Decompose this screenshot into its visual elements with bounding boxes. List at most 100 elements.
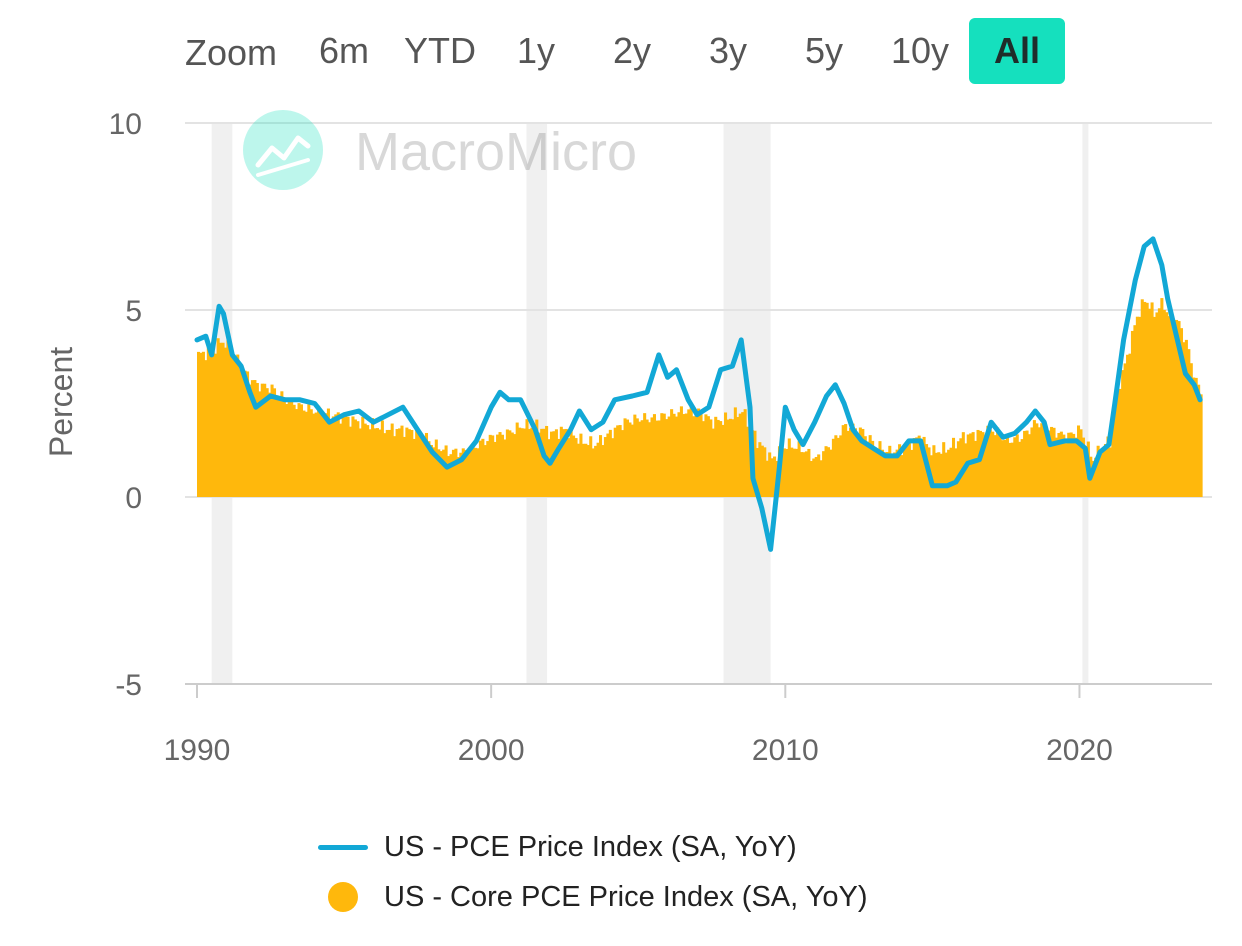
core-pce-bar — [741, 412, 745, 497]
core-pce-bar — [594, 445, 598, 497]
core-pce-bar — [907, 440, 911, 497]
core-pce-bar — [652, 414, 656, 497]
core-pce-bar — [1150, 302, 1154, 497]
core-pce-bar — [1010, 442, 1014, 497]
core-pce-bar — [954, 448, 958, 497]
core-pce-bar — [1175, 319, 1179, 497]
core-pce-bar — [527, 429, 531, 497]
core-pce-series — [197, 298, 1203, 497]
core-pce-bar — [1067, 432, 1071, 497]
core-pce-bar — [1057, 432, 1061, 497]
core-pce-bar — [765, 460, 769, 497]
core-pce-bar — [275, 395, 279, 497]
core-pce-bar — [1008, 442, 1012, 497]
core-pce-bar — [692, 416, 696, 497]
core-pce-bar — [768, 452, 772, 497]
core-pce-bar — [530, 427, 534, 497]
core-pce-bar — [498, 432, 502, 497]
core-pce-bar — [589, 436, 593, 497]
core-pce-bar — [863, 436, 867, 497]
core-pce-bar — [687, 409, 691, 497]
core-pce-bar — [572, 435, 576, 497]
core-pce-bar — [265, 388, 269, 497]
zoom-10y-button[interactable]: 10y — [890, 30, 950, 71]
core-pce-bar — [888, 445, 892, 497]
y-tick-label: 0 — [125, 482, 142, 515]
core-pce-bar — [1059, 431, 1063, 497]
zoom-5y-button[interactable]: 5y — [804, 30, 844, 71]
core-pce-bar — [988, 429, 992, 497]
core-pce-bar — [822, 451, 826, 497]
core-pce-bar — [1118, 388, 1122, 497]
core-pce-bar — [670, 409, 674, 497]
core-pce-bar — [390, 423, 394, 497]
zoom-ytd-button[interactable]: YTD — [404, 30, 476, 71]
core-pce-bar — [346, 416, 350, 497]
core-pce-bar — [657, 420, 661, 497]
core-pce-bar — [603, 437, 607, 497]
zoom-6m-button[interactable]: 6m — [318, 30, 369, 71]
core-pce-bar — [1160, 298, 1164, 497]
core-pce-bar — [481, 438, 485, 497]
pce-series — [194, 236, 1203, 552]
core-pce-bar — [902, 447, 907, 497]
core-pce-bar — [1126, 354, 1130, 497]
core-pce-bar — [773, 456, 777, 497]
core-pce-bar — [486, 441, 490, 497]
core-pce-bar — [395, 429, 399, 497]
core-pce-bar — [694, 411, 698, 497]
core-pce-bar — [246, 371, 250, 497]
zoom-all-button[interactable]: All — [969, 18, 1065, 84]
core-pce-bar — [456, 457, 460, 497]
core-pce-bar — [576, 443, 580, 497]
core-pce-bar — [797, 441, 801, 497]
core-pce-bar — [523, 428, 527, 497]
core-pce-bar — [1111, 424, 1115, 497]
legend-dot-icon — [328, 882, 358, 912]
core-pce-bar — [547, 439, 551, 497]
legend-item-pce[interactable]: US - PCE Price Index (SA, YoY) — [318, 822, 868, 872]
core-pce-bar — [1157, 308, 1161, 497]
core-pce-bar — [268, 392, 272, 497]
core-pce-bar — [814, 456, 818, 497]
zoom-2y-button[interactable]: 2y — [612, 30, 652, 71]
core-pce-bar — [1025, 430, 1029, 497]
core-pce-bar — [1032, 420, 1036, 497]
legend-item-core-pce[interactable]: US - Core PCE Price Index (SA, YoY) — [318, 872, 868, 922]
core-pce-bar — [1106, 436, 1110, 497]
core-pce-bar — [724, 412, 728, 497]
core-pce-bar — [672, 413, 676, 497]
core-pce-bar — [726, 419, 730, 497]
zoom-3y-button[interactable]: 3y — [708, 30, 748, 71]
core-pce-bar — [496, 434, 500, 497]
core-pce-bar — [1162, 310, 1166, 497]
core-pce-bar — [559, 426, 563, 497]
core-pce-bar — [567, 438, 571, 497]
core-pce-bar — [447, 456, 451, 497]
watermark-text: MacroMicro — [355, 122, 637, 182]
core-pce-bar — [201, 351, 205, 497]
core-pce-bar — [505, 429, 509, 497]
core-pce-bar — [1179, 328, 1184, 497]
core-pce-bar — [976, 429, 980, 497]
core-pce-bar — [204, 360, 208, 497]
core-pce-bar — [258, 391, 262, 497]
legend-line-icon — [318, 844, 368, 850]
zoom-1y-button[interactable]: 1y — [516, 30, 556, 71]
core-pce-bar — [947, 449, 951, 497]
core-pce-bar — [608, 429, 612, 497]
core-pce-bar — [223, 347, 228, 497]
core-pce-bar — [508, 430, 512, 497]
core-pce-bar — [677, 412, 681, 497]
core-pce-bar — [302, 410, 306, 497]
core-pce-bar — [1005, 435, 1009, 497]
core-pce-bar — [356, 421, 360, 497]
core-pce-bar — [476, 448, 480, 497]
core-pce-bar — [839, 435, 843, 497]
core-pce-bar — [1167, 316, 1171, 497]
core-pce-bar — [366, 425, 370, 497]
core-pce-bar — [1199, 394, 1203, 497]
core-pce-bar — [197, 351, 201, 497]
core-pce-bar — [800, 452, 804, 497]
core-pce-bar — [393, 436, 397, 497]
